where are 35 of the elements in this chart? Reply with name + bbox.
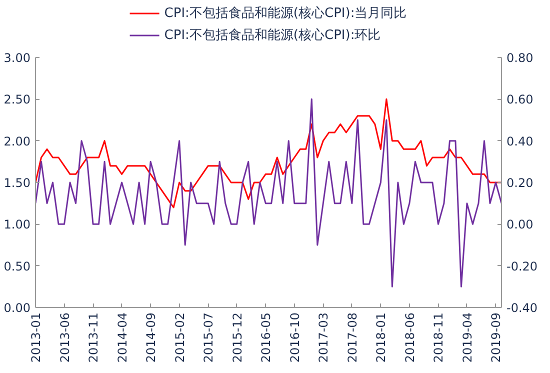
x-tick-label: 2014-09: [144, 312, 158, 363]
x-tick-label: 2019-09: [489, 312, 504, 363]
x-tick-label: 2016-10: [288, 312, 302, 363]
y-tick-label: 2.00: [4, 134, 30, 148]
x-tick-label: 2016-05: [259, 312, 274, 363]
x-tick-label: 2015-02: [172, 312, 187, 363]
x-tick-label: 2014-04: [115, 312, 130, 363]
line-series: [36, 98, 502, 288]
y-tick-label: 2.50: [4, 92, 30, 107]
line-series: [36, 98, 502, 208]
y-tick-label: 1.50: [4, 176, 30, 190]
x-tick-label: 2013-11: [86, 312, 101, 363]
y2-tick-label: 0.80: [506, 51, 534, 65]
y2-tick-label: 0.40: [506, 134, 534, 148]
x-tick-label: 2019-04: [460, 312, 474, 363]
x-tick-label: 2018-01: [374, 312, 388, 363]
x-tick-label: 2015-07: [202, 312, 216, 363]
x-tick-label: 2018-11: [432, 312, 446, 363]
y-tick-label: 3.00: [4, 51, 30, 65]
x-tick-label: 2015-12: [230, 312, 244, 363]
y2-tick-label: 0.60: [506, 92, 534, 107]
y-tick-label: 0.50: [4, 259, 30, 274]
y2-tick-label: -0.40: [506, 301, 538, 315]
y-tick-label: 1.00: [4, 218, 30, 232]
x-tick-label: 2013-06: [58, 312, 72, 363]
legend-label: CPI:不包括食品和能源(核心CPI):当月同比: [164, 4, 407, 22]
x-tick-label: 2018-06: [402, 312, 417, 363]
legend-label: CPI:不包括食品和能源(核心CPI):环比: [164, 26, 381, 44]
x-tick-label: 2013-01: [29, 312, 43, 363]
y2-tick-label: -0.20: [506, 259, 538, 274]
y-tick-label: 0.00: [4, 301, 30, 315]
y2-tick-label: 0.20: [506, 176, 534, 190]
x-tick-label: 2017-03: [316, 312, 331, 363]
x-tick-label: 2017-08: [345, 312, 360, 363]
y2-tick-label: 0.00: [506, 218, 534, 232]
